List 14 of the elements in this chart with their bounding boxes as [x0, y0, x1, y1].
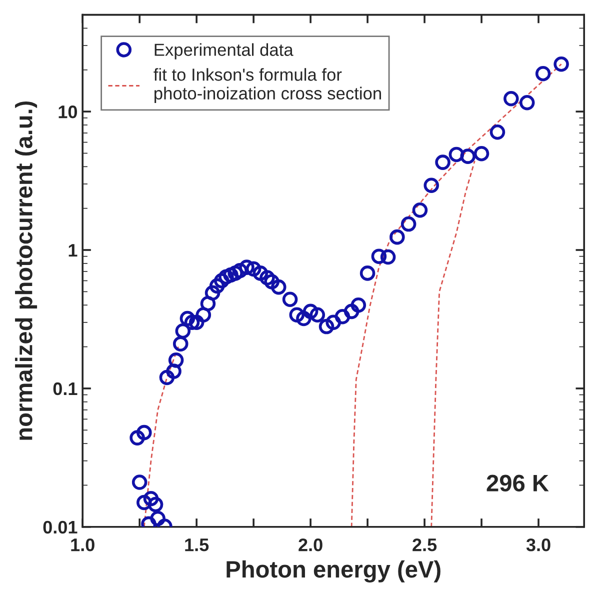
y-tick-label: 0.1 [53, 382, 78, 396]
legend-label: Experimental data [154, 43, 294, 60]
x-tick-label: 2.5 [412, 538, 437, 552]
y-tick-label: 10 [58, 106, 77, 118]
x-tick-label: 1.5 [185, 538, 209, 552]
annotation: 296 K [486, 474, 549, 492]
y-tick-label: 0.01 [43, 520, 78, 534]
legend-label: fit to Inkson's formula for photo-inoization cross section [154, 68, 381, 103]
x-tick-label: 2.0 [298, 538, 322, 552]
x-tick-label: 1.0 [71, 538, 94, 552]
x-tick-label: 3.0 [526, 538, 550, 552]
x-axis-title: Photon energy (eV) [226, 560, 440, 582]
y-axis-title: normalized photocurrent (a.u.) [15, 101, 38, 440]
y-tick-label: 1 [68, 244, 78, 257]
